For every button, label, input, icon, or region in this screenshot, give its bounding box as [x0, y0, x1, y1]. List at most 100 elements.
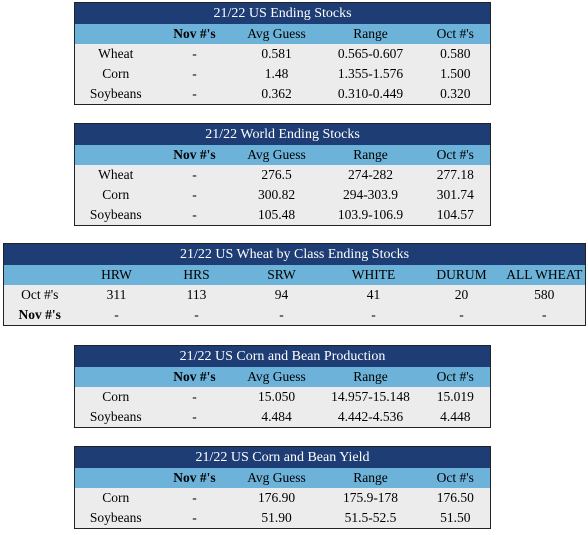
table-cell: 294-303.9: [320, 185, 421, 205]
table-cell: 301.74: [420, 185, 491, 205]
table-header-row: Nov #'s Avg Guess Range Oct #'s: [74, 145, 491, 165]
table-cell: -: [156, 84, 233, 105]
table-cell: 41: [327, 285, 420, 305]
table-title-row: 21/22 US Corn and Bean Yield: [74, 446, 491, 468]
corn-bean-production-table: 21/22 US Corn and Bean Production Nov #'…: [74, 345, 491, 428]
table-row: Corn - 15.050 14.957-15.148 15.019: [74, 387, 491, 407]
table-cell: 94: [235, 285, 328, 305]
table-row: Corn - 1.48 1.355-1.576 1.500: [74, 64, 491, 84]
table-title-row: 21/22 World Ending Stocks: [74, 123, 491, 145]
table-row: Corn - 300.82 294-303.9 301.74: [74, 185, 491, 205]
row-label: Nov #'s: [3, 305, 76, 326]
table-cell: 4.442-4.536: [320, 407, 421, 428]
header-cell: [74, 468, 157, 488]
corn-bean-yield-table: 21/22 US Corn and Bean Yield Nov #'s Avg…: [74, 446, 491, 529]
header-cell: ALL WHEAT: [503, 265, 586, 285]
table-cell: 0.581: [232, 44, 321, 64]
table-cell: 580: [503, 285, 586, 305]
table-cell: -: [327, 305, 420, 326]
table-title: 21/22 US Wheat by Class Ending Stocks: [3, 243, 586, 265]
header-cell: Nov #'s: [156, 145, 233, 165]
row-label: Soybeans: [74, 508, 157, 529]
table-cell: 4.448: [420, 407, 491, 428]
table-cell: 311: [75, 285, 158, 305]
table-row: Corn - 176.90 175.9-178 176.50: [74, 488, 491, 508]
table-cell: 51.50: [420, 508, 491, 529]
table-row: Nov #'s - - - - - -: [3, 305, 586, 326]
header-cell: SRW: [235, 265, 328, 285]
table-row: Soybeans - 4.484 4.442-4.536 4.448: [74, 407, 491, 428]
table-cell: 0.320: [420, 84, 491, 105]
us-ending-stocks-table: 21/22 US Ending Stocks Nov #'s Avg Guess…: [74, 2, 492, 105]
table-cell: 276.5: [232, 165, 321, 185]
header-cell: [74, 24, 157, 44]
header-cell: Oct #'s: [420, 367, 491, 387]
header-cell: Oct #'s: [420, 145, 491, 165]
header-cell: DURUM: [419, 265, 504, 285]
table-cell: 300.82: [232, 185, 321, 205]
table-cell: 105.48: [232, 205, 321, 226]
row-label: Soybeans: [74, 407, 157, 428]
header-cell: HRW: [75, 265, 158, 285]
table-cell: 51.5-52.5: [320, 508, 421, 529]
table-title: 21/22 World Ending Stocks: [74, 123, 491, 145]
row-label: Corn: [74, 185, 157, 205]
table-header-row: Nov #'s Avg Guess Range Oct #'s: [74, 468, 491, 488]
table-title-row: 21/22 US Corn and Bean Production: [74, 345, 491, 367]
table-cell: 0.310-0.449: [320, 84, 421, 105]
header-cell: [74, 145, 157, 165]
row-label: Wheat: [74, 44, 157, 64]
header-cell: Avg Guess: [232, 367, 321, 387]
header-cell: [3, 265, 76, 285]
table-cell: -: [156, 165, 233, 185]
table-cell: -: [157, 305, 236, 326]
table-row: Wheat - 0.581 0.565-0.607 0.580: [74, 44, 491, 64]
table-cell: -: [156, 64, 233, 84]
header-cell: HRS: [157, 265, 236, 285]
header-cell: Avg Guess: [232, 24, 321, 44]
table-cell: 20: [419, 285, 504, 305]
wheat-by-class-table: 21/22 US Wheat by Class Ending Stocks HR…: [3, 243, 587, 326]
table-row: Wheat - 276.5 274-282 277.18: [74, 165, 491, 185]
table-cell: 15.050: [232, 387, 321, 407]
table-cell: -: [156, 387, 233, 407]
table-cell: -: [75, 305, 158, 326]
table-cell: 176.50: [420, 488, 491, 508]
table-cell: 175.9-178: [320, 488, 421, 508]
table-cell: 0.580: [420, 44, 491, 64]
header-cell: Range: [320, 367, 421, 387]
header-cell: [74, 367, 157, 387]
table-title: 21/22 US Ending Stocks: [74, 2, 491, 24]
table-cell: 113: [157, 285, 236, 305]
row-label: Oct #'s: [3, 285, 76, 305]
table-cell: 0.565-0.607: [320, 44, 421, 64]
row-label: Corn: [74, 64, 157, 84]
table-cell: -: [156, 205, 233, 226]
table-cell: 104.57: [420, 205, 491, 226]
table-row: Soybeans - 105.48 103.9-106.9 104.57: [74, 205, 491, 226]
table-cell: 103.9-106.9: [320, 205, 421, 226]
table-cell: 277.18: [420, 165, 491, 185]
table-cell: 274-282: [320, 165, 421, 185]
table-cell: 1.48: [232, 64, 321, 84]
header-cell: Avg Guess: [232, 145, 321, 165]
table-row: Soybeans - 0.362 0.310-0.449 0.320: [74, 84, 491, 105]
table-cell: -: [156, 488, 233, 508]
table-cell: -: [503, 305, 586, 326]
table-cell: -: [419, 305, 504, 326]
header-cell: Avg Guess: [232, 468, 321, 488]
header-cell: Oct #'s: [420, 24, 491, 44]
header-cell: Nov #'s: [156, 24, 233, 44]
row-label: Soybeans: [74, 84, 157, 105]
table-title-row: 21/22 US Wheat by Class Ending Stocks: [3, 243, 586, 265]
row-label: Corn: [74, 488, 157, 508]
header-cell: Oct #'s: [420, 468, 491, 488]
row-label: Soybeans: [74, 205, 157, 226]
table-cell: 176.90: [232, 488, 321, 508]
row-label: Wheat: [74, 165, 157, 185]
table-cell: 1.500: [420, 64, 491, 84]
table-title-row: 21/22 US Ending Stocks: [74, 2, 491, 24]
header-cell: Nov #'s: [156, 367, 233, 387]
table-cell: -: [156, 407, 233, 428]
table-cell: -: [156, 44, 233, 64]
